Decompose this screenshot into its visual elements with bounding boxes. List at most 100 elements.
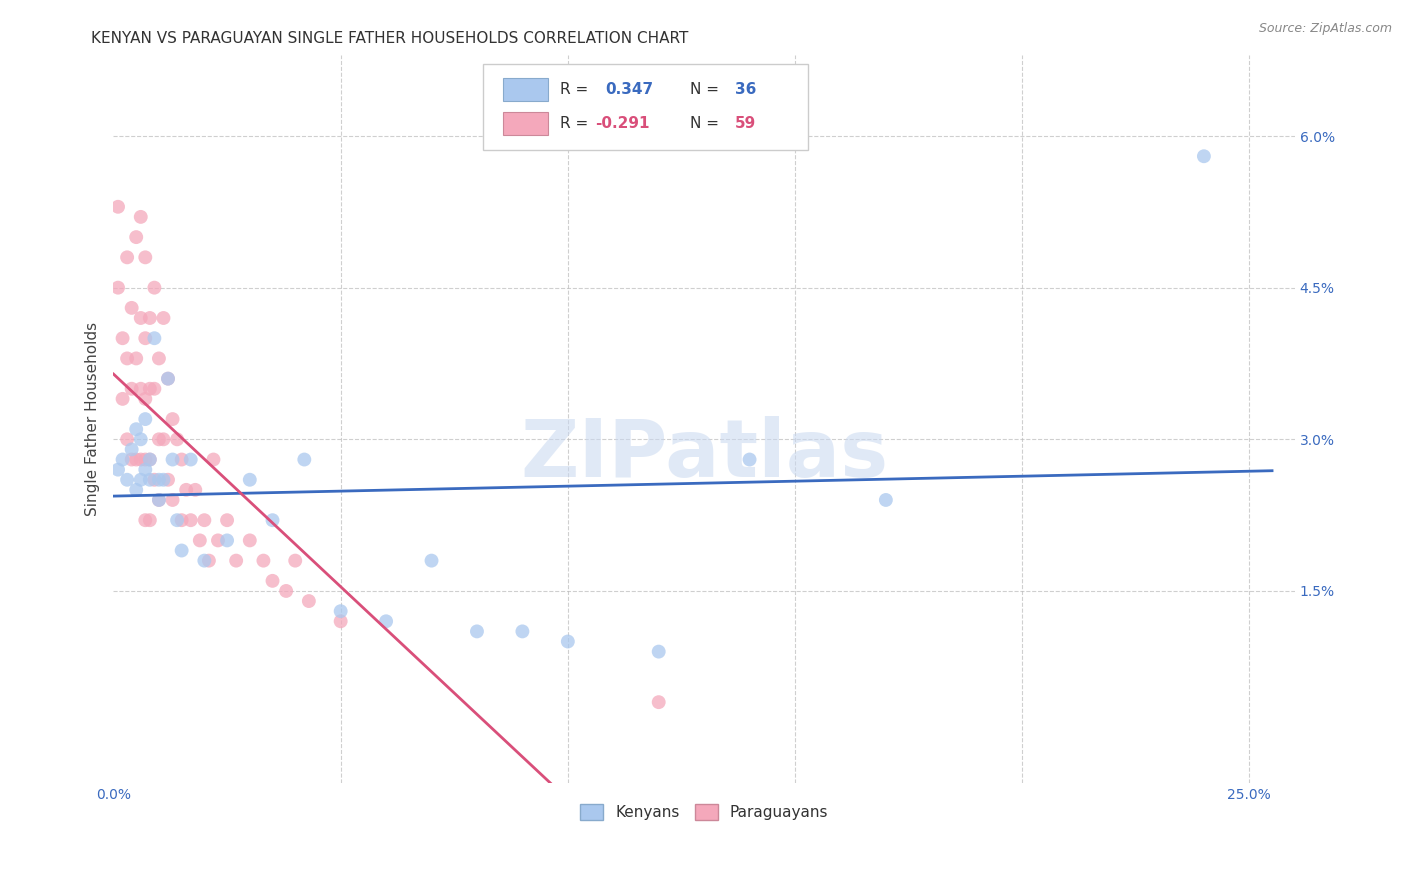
- Point: [129, 382, 152, 396]
- Point: [148, 493, 170, 508]
- Point: [143, 382, 166, 396]
- Point: [252, 554, 274, 568]
- Point: [134, 463, 156, 477]
- Point: [170, 513, 193, 527]
- Point: [134, 513, 156, 527]
- Y-axis label: Single Father Households: Single Father Households: [86, 322, 100, 516]
- Point: [647, 645, 669, 659]
- Point: [115, 432, 138, 446]
- Point: [115, 351, 138, 366]
- Point: [284, 554, 307, 568]
- Point: [107, 280, 129, 294]
- Point: [148, 493, 170, 508]
- Text: R =: R =: [560, 116, 593, 131]
- Point: [375, 615, 398, 629]
- Text: ZIPatlas: ZIPatlas: [520, 417, 889, 494]
- Point: [143, 331, 166, 345]
- Text: Source: ZipAtlas.com: Source: ZipAtlas.com: [1258, 22, 1392, 36]
- Point: [129, 210, 152, 224]
- Text: KENYAN VS PARAGUAYAN SINGLE FATHER HOUSEHOLDS CORRELATION CHART: KENYAN VS PARAGUAYAN SINGLE FATHER HOUSE…: [91, 31, 689, 46]
- Point: [262, 513, 284, 527]
- Point: [465, 624, 488, 639]
- Text: 59: 59: [735, 116, 756, 131]
- Point: [125, 483, 148, 497]
- Point: [152, 310, 174, 325]
- Point: [111, 452, 134, 467]
- Text: 0.347: 0.347: [605, 82, 652, 97]
- Point: [276, 584, 298, 599]
- Point: [162, 412, 184, 426]
- Point: [148, 432, 170, 446]
- Point: [180, 452, 202, 467]
- FancyBboxPatch shape: [484, 64, 808, 150]
- Point: [125, 452, 148, 467]
- Point: [188, 533, 211, 548]
- Text: -0.291: -0.291: [596, 116, 650, 131]
- Point: [239, 473, 262, 487]
- Point: [143, 280, 166, 294]
- Point: [148, 473, 170, 487]
- Point: [129, 310, 152, 325]
- Point: [420, 554, 443, 568]
- Point: [121, 382, 143, 396]
- Point: [166, 513, 188, 527]
- Point: [134, 452, 156, 467]
- Point: [152, 432, 174, 446]
- Bar: [503, 112, 548, 136]
- Text: R =: R =: [560, 82, 593, 97]
- Point: [329, 615, 352, 629]
- Point: [193, 513, 215, 527]
- Point: [166, 432, 188, 446]
- Point: [198, 554, 221, 568]
- Point: [152, 473, 174, 487]
- Bar: [503, 78, 548, 101]
- Point: [162, 452, 184, 467]
- Point: [107, 200, 129, 214]
- Point: [111, 331, 134, 345]
- Point: [125, 230, 148, 244]
- Point: [738, 452, 761, 467]
- Point: [512, 624, 534, 639]
- Point: [174, 483, 197, 497]
- Point: [202, 452, 225, 467]
- Point: [162, 493, 184, 508]
- Text: N =: N =: [690, 116, 724, 131]
- Point: [180, 513, 202, 527]
- Point: [298, 594, 321, 608]
- Point: [139, 473, 162, 487]
- Point: [134, 331, 156, 345]
- Point: [184, 483, 207, 497]
- Point: [134, 392, 156, 406]
- Text: 36: 36: [735, 82, 756, 97]
- Point: [139, 310, 162, 325]
- Point: [129, 452, 152, 467]
- Point: [875, 493, 897, 508]
- Point: [217, 533, 239, 548]
- Point: [170, 452, 193, 467]
- Point: [121, 301, 143, 315]
- Point: [148, 351, 170, 366]
- Point: [115, 250, 138, 264]
- Point: [134, 412, 156, 426]
- Point: [134, 250, 156, 264]
- Point: [239, 533, 262, 548]
- Point: [292, 452, 315, 467]
- Point: [262, 574, 284, 588]
- Point: [125, 422, 148, 436]
- Point: [139, 452, 162, 467]
- Point: [143, 473, 166, 487]
- Text: N =: N =: [690, 82, 724, 97]
- Point: [107, 463, 129, 477]
- Point: [207, 533, 229, 548]
- Point: [170, 543, 193, 558]
- Point: [647, 695, 669, 709]
- Point: [193, 554, 215, 568]
- Legend: Kenyans, Paraguayans: Kenyans, Paraguayans: [574, 798, 834, 826]
- Point: [139, 513, 162, 527]
- Point: [557, 634, 579, 648]
- Point: [217, 513, 239, 527]
- Point: [329, 604, 352, 618]
- Point: [129, 432, 152, 446]
- Point: [1192, 149, 1215, 163]
- Point: [129, 473, 152, 487]
